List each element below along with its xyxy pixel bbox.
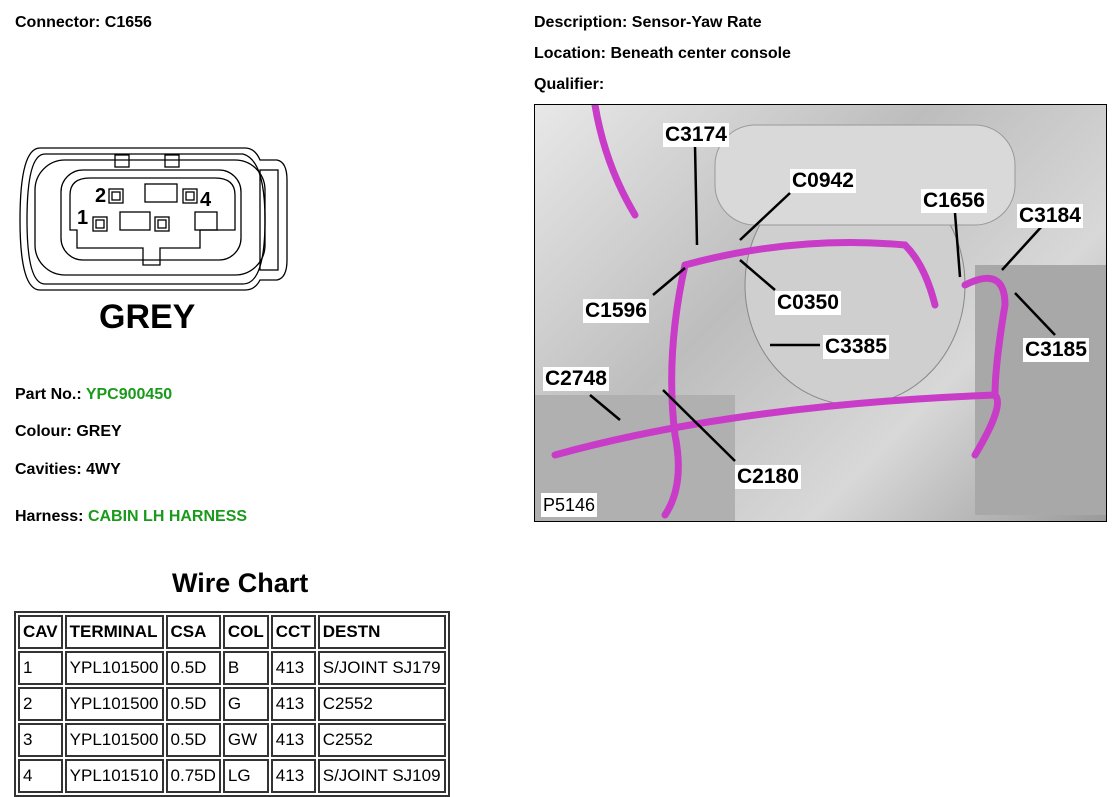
header-cav: CAV: [18, 615, 63, 649]
qualifier-field: Qualifier:: [534, 76, 604, 94]
header-cct: CCT: [270, 615, 316, 649]
cell-terminal: YPL101510: [64, 759, 164, 793]
header-col: COL: [222, 615, 269, 649]
wire-chart-table: CAV TERMINAL CSA COL CCT DESTN 1 YPL10150…: [14, 611, 450, 797]
cell-cav: 4: [18, 759, 63, 793]
colour-field: Colour: GREY: [15, 423, 122, 441]
part-no-field: Part No.: YPC900450: [15, 386, 172, 404]
location-label: Location:: [534, 45, 606, 62]
connector-value: C1656: [104, 14, 152, 31]
callout-c3185: C3185: [1023, 338, 1089, 362]
callout-c1656: C1656: [921, 189, 987, 213]
cell-cct: 413: [270, 723, 316, 757]
callout-c3184: C3184: [1017, 204, 1083, 228]
cell-csa: 0.5D: [165, 723, 221, 757]
callout-c1596: C1596: [583, 299, 649, 323]
photo-reference: P5146: [541, 493, 598, 517]
wire-chart-title: Wire Chart: [172, 568, 309, 598]
diagram-colour-label: GREY: [99, 298, 196, 336]
pin-label-2: 2: [95, 185, 106, 207]
cell-csa: 0.5D: [165, 651, 221, 685]
cell-csa: 0.75D: [165, 759, 221, 793]
table-row: 1 YPL101500 0.5D B 413 S/JOINT SJ179: [18, 651, 446, 685]
cell-cav: 1: [18, 651, 63, 685]
connector-face-diagram: 1 2 4 GREY: [19, 147, 288, 336]
cell-cct: 413: [270, 687, 316, 721]
cell-col: GW: [222, 723, 269, 757]
connector-label: Connector:: [15, 14, 101, 31]
callout-c3385: C3385: [823, 335, 889, 359]
cell-cav: 2: [18, 687, 63, 721]
cell-terminal: YPL101500: [64, 687, 164, 721]
location-value: Beneath center console: [610, 45, 791, 62]
callout-c2180: C2180: [735, 465, 801, 489]
part-no-label: Part No.:: [15, 386, 82, 403]
cell-col: G: [222, 687, 269, 721]
header-terminal: TERMINAL: [64, 615, 164, 649]
description-label: Description:: [534, 14, 628, 31]
harness-field: Harness: CABIN LH HARNESS: [15, 508, 247, 526]
header-destn: DESTN: [317, 615, 446, 649]
cell-cav: 3: [18, 723, 63, 757]
callout-c0942: C0942: [790, 169, 856, 193]
part-no-value: YPC900450: [85, 386, 173, 403]
harness-value: CABIN LH HARNESS: [87, 508, 248, 525]
location-photo: C3174 C0942 C1656 C3184 C1596 C0350 C338…: [534, 104, 1107, 522]
description-field: Description: Sensor-Yaw Rate: [534, 14, 762, 32]
pin-label-4: 4: [200, 189, 212, 211]
qualifier-label: Qualifier:: [534, 76, 605, 93]
pin-label-1: 1: [77, 207, 88, 229]
cell-terminal: YPL101500: [64, 651, 164, 685]
table-row: 2 YPL101500 0.5D G 413 C2552: [18, 687, 446, 721]
cell-col: B: [222, 651, 269, 685]
table-row: 4 YPL101510 0.75D LG 413 S/JOINT SJ109: [18, 759, 446, 793]
callout-c2748: C2748: [543, 367, 609, 391]
cavities-field: Cavities: 4WY: [15, 461, 121, 479]
cell-terminal: YPL101500: [64, 723, 164, 757]
cavities-value: 4WY: [86, 461, 121, 478]
cell-destn: S/JOINT SJ109: [317, 759, 446, 793]
cell-destn: C2552: [317, 687, 446, 721]
connector-field: Connector: C1656: [15, 14, 152, 32]
colour-label: Colour:: [15, 423, 72, 440]
cell-cct: 413: [270, 759, 316, 793]
harness-label: Harness:: [15, 508, 84, 525]
callout-c0350: C0350: [775, 291, 841, 315]
colour-value: GREY: [76, 423, 122, 440]
cell-destn: C2552: [317, 723, 446, 757]
cell-csa: 0.5D: [165, 687, 221, 721]
header-csa: CSA: [165, 615, 221, 649]
table-row: 3 YPL101500 0.5D GW 413 C2552: [18, 723, 446, 757]
cell-cct: 413: [270, 651, 316, 685]
cavities-label: Cavities:: [15, 461, 82, 478]
cell-col: LG: [222, 759, 269, 793]
table-header-row: CAV TERMINAL CSA COL CCT DESTN: [18, 615, 446, 649]
location-field: Location: Beneath center console: [534, 45, 791, 63]
cell-destn: S/JOINT SJ179: [317, 651, 446, 685]
callout-c3174: C3174: [663, 123, 729, 147]
description-value: Sensor-Yaw Rate: [631, 14, 762, 31]
